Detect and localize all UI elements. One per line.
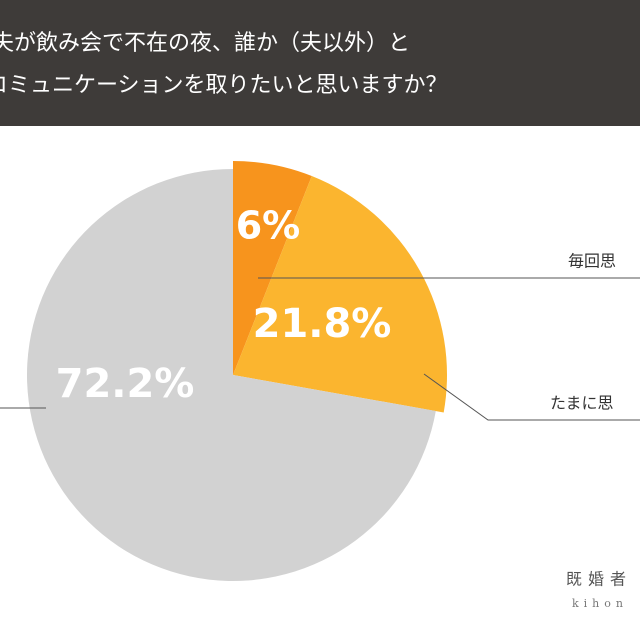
chart-title: コミュニケーションを取りたいと思いますか？ bbox=[0, 73, 448, 98]
category-label: 毎回思 bbox=[568, 252, 616, 271]
watermark: 既婚者 bbox=[566, 570, 632, 589]
value-label: 6% bbox=[236, 204, 301, 248]
title-band bbox=[0, 0, 640, 126]
leader-line bbox=[423, 373, 640, 421]
pie-slice bbox=[27, 169, 436, 581]
watermark: kihon bbox=[572, 597, 628, 610]
chart-title: 夫が飲み会で不在の夜、誰か（夫以外）と bbox=[0, 31, 410, 56]
pie-slice bbox=[233, 161, 312, 375]
value-label: 21.8% bbox=[253, 301, 392, 347]
value-label: 72.2% bbox=[56, 361, 195, 407]
category-label: たまに思 bbox=[550, 394, 614, 413]
pie-slice bbox=[233, 176, 447, 413]
